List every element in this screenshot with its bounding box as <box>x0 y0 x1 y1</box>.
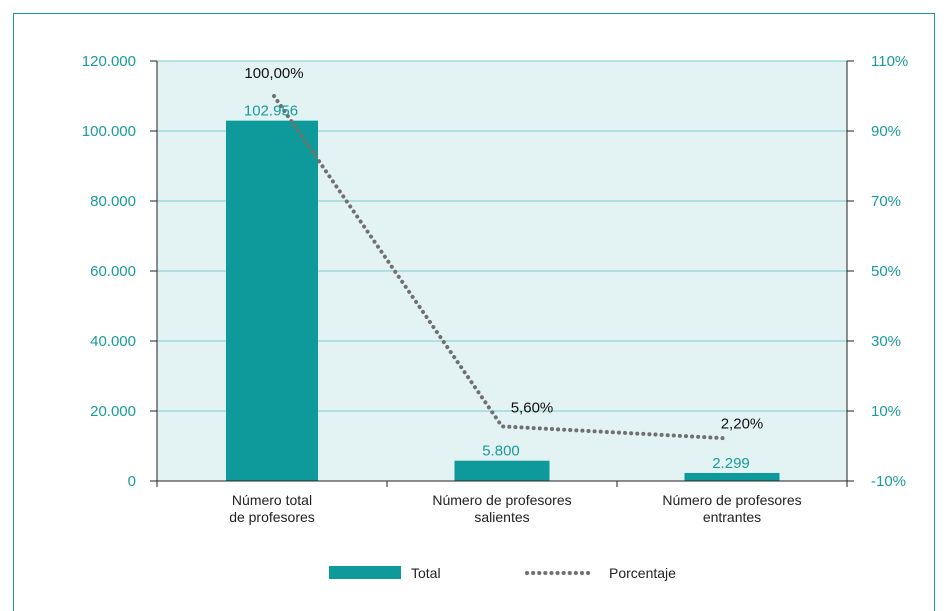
chart-frame <box>13 13 935 611</box>
y-left-tick-label: 120.000 <box>82 53 136 70</box>
x-category-label: Número total de profesores <box>229 492 315 525</box>
y-right-tick-label: 50% <box>871 263 901 280</box>
y-right-tick-label: 70% <box>871 193 901 210</box>
bar-3 <box>684 472 780 481</box>
x-category-label: Número de profesores entrantes <box>662 492 801 525</box>
line-value-label: 100,00% <box>244 65 303 82</box>
y-left-tick-label: 60.000 <box>90 263 136 280</box>
line-value-label: 5,60% <box>511 399 554 416</box>
bar-2 <box>454 460 550 481</box>
x-category-label: Número de profesores salientes <box>432 492 571 525</box>
y-right-tick-label: 90% <box>871 123 901 140</box>
y-right-tick-label: -10% <box>871 473 906 490</box>
y-left-tick-label: 40.000 <box>90 333 136 350</box>
bar-value-label: 5.800 <box>482 443 520 460</box>
y-left-tick-label: 80.000 <box>90 193 136 210</box>
legend-swatch-total <box>329 566 401 579</box>
y-left-tick-label: 0 <box>128 473 136 490</box>
y-right-tick-label: 110% <box>871 53 908 70</box>
y-left-tick-label: 100.000 <box>82 123 136 140</box>
line-value-label: 2,20% <box>721 415 764 432</box>
bar-value-label: 2.299 <box>712 455 750 472</box>
bar-value-label: 102.956 <box>244 103 298 120</box>
legend-label-porcentaje: Porcentaje <box>609 565 676 581</box>
legend-label-total: Total <box>411 565 441 581</box>
y-right-tick-label: 10% <box>871 403 901 420</box>
y-right-tick-label: 30% <box>871 333 901 350</box>
bar-1 <box>226 120 318 482</box>
y-left-tick-label: 20.000 <box>90 403 136 420</box>
